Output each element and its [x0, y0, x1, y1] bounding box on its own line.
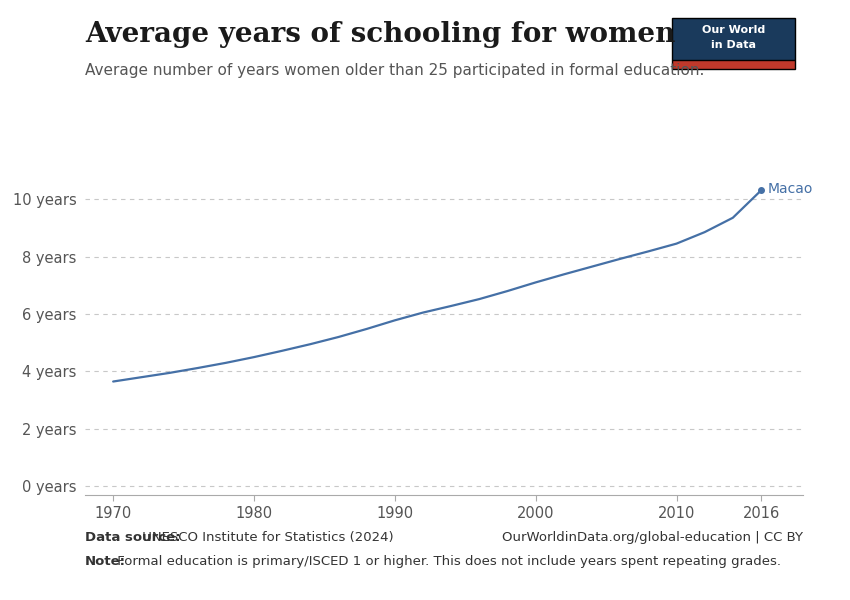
FancyBboxPatch shape [672, 18, 795, 69]
Text: Average number of years women older than 25 participated in formal education.: Average number of years women older than… [85, 63, 705, 78]
Text: Data source:: Data source: [85, 531, 180, 544]
Text: Macao: Macao [768, 182, 813, 196]
Text: Our World: Our World [701, 25, 765, 35]
Text: in Data: in Data [711, 40, 756, 50]
Text: Formal education is primary/ISCED 1 or higher. This does not include years spent: Formal education is primary/ISCED 1 or h… [113, 555, 781, 568]
FancyBboxPatch shape [672, 60, 795, 69]
Text: Average years of schooling for women: Average years of schooling for women [85, 21, 676, 48]
Text: OurWorldinData.org/global-education | CC BY: OurWorldinData.org/global-education | CC… [502, 531, 803, 544]
Text: Note:: Note: [85, 555, 126, 568]
Text: UNESCO Institute for Statistics (2024): UNESCO Institute for Statistics (2024) [138, 531, 394, 544]
